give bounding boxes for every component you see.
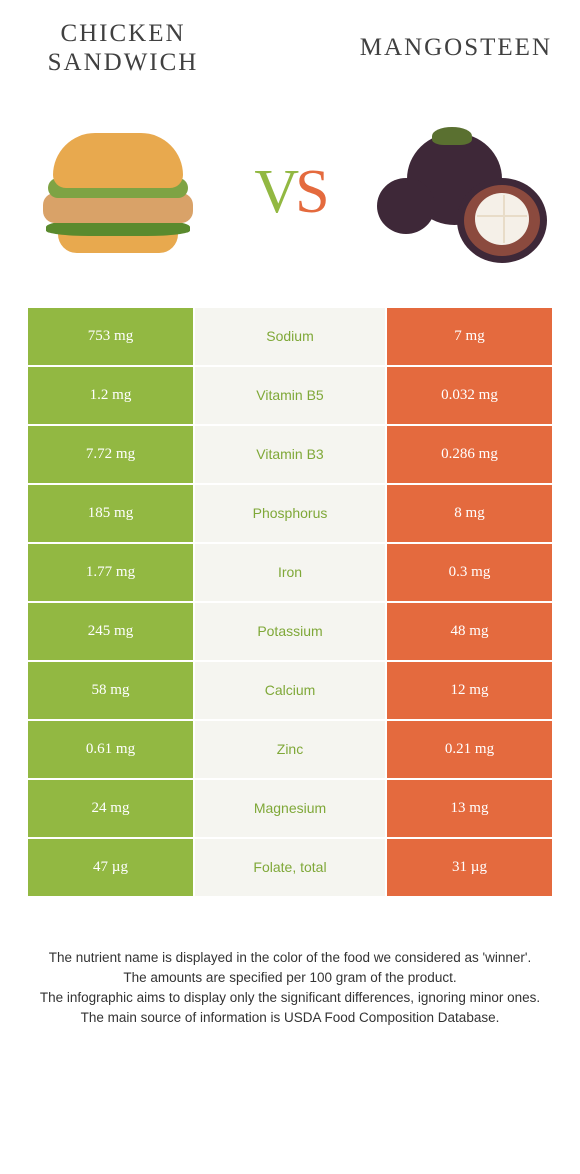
table-row: 245 mgPotassium48 mg — [28, 603, 552, 662]
left-value: 245 mg — [28, 603, 195, 662]
left-value: 1.2 mg — [28, 367, 195, 426]
table-row: 47 µgFolate, total31 µg — [28, 839, 552, 898]
vs-s: S — [295, 158, 325, 226]
left-value: 58 mg — [28, 662, 195, 721]
footer-line: The infographic aims to display only the… — [28, 988, 552, 1008]
vs-label: VS — [254, 157, 325, 228]
right-value: 8 mg — [385, 485, 552, 544]
nutrient-label: Folate, total — [195, 839, 385, 898]
footer-line: The main source of information is USDA F… — [28, 1008, 552, 1028]
footer-line: The nutrient name is displayed in the co… — [28, 948, 552, 968]
left-value: 185 mg — [28, 485, 195, 544]
nutrient-label: Potassium — [195, 603, 385, 662]
footer-line: The amounts are specified per 100 gram o… — [28, 968, 552, 988]
mangosteen-icon — [372, 113, 552, 273]
right-value: 12 mg — [385, 662, 552, 721]
left-value: 1.77 mg — [28, 544, 195, 603]
left-value: 24 mg — [28, 780, 195, 839]
table-row: 185 mgPhosphorus8 mg — [28, 485, 552, 544]
left-value: 753 mg — [28, 308, 195, 367]
right-value: 31 µg — [385, 839, 552, 898]
left-value: 47 µg — [28, 839, 195, 898]
table-row: 0.61 mgZinc0.21 mg — [28, 721, 552, 780]
right-value: 0.286 mg — [385, 426, 552, 485]
table-row: 7.72 mgVitamin B30.286 mg — [28, 426, 552, 485]
right-value: 0.3 mg — [385, 544, 552, 603]
nutrient-label: Iron — [195, 544, 385, 603]
nutrient-label: Zinc — [195, 721, 385, 780]
right-value: 48 mg — [385, 603, 552, 662]
nutrient-label: Vitamin B3 — [195, 426, 385, 485]
title-text: SANDWICH — [48, 49, 199, 76]
footer-notes: The nutrient name is displayed in the co… — [28, 948, 552, 1029]
nutrient-label: Calcium — [195, 662, 385, 721]
title-text: MANGOSTEEN — [360, 34, 552, 61]
title-text: CHICKEN — [60, 20, 185, 47]
nutrient-label: Magnesium — [195, 780, 385, 839]
nutrient-label: Vitamin B5 — [195, 367, 385, 426]
nutrient-label: Sodium — [195, 308, 385, 367]
right-food-title: MANGOSTEEN — [360, 34, 552, 63]
header: CHICKEN SANDWICH MANGOSTEEN — [28, 20, 552, 78]
table-row: 1.2 mgVitamin B50.032 mg — [28, 367, 552, 426]
chicken-sandwich-icon — [28, 113, 208, 273]
table-row: 1.77 mgIron0.3 mg — [28, 544, 552, 603]
nutrient-table: 753 mgSodium7 mg1.2 mgVitamin B50.032 mg… — [28, 308, 552, 898]
right-value: 13 mg — [385, 780, 552, 839]
table-row: 24 mgMagnesium13 mg — [28, 780, 552, 839]
left-value: 7.72 mg — [28, 426, 195, 485]
table-row: 58 mgCalcium12 mg — [28, 662, 552, 721]
table-row: 753 mgSodium7 mg — [28, 308, 552, 367]
left-food-title: CHICKEN SANDWICH — [28, 20, 218, 78]
vs-v: V — [254, 158, 295, 226]
right-value: 0.21 mg — [385, 721, 552, 780]
food-images: VS — [28, 108, 552, 278]
right-value: 0.032 mg — [385, 367, 552, 426]
left-value: 0.61 mg — [28, 721, 195, 780]
nutrient-label: Phosphorus — [195, 485, 385, 544]
right-value: 7 mg — [385, 308, 552, 367]
